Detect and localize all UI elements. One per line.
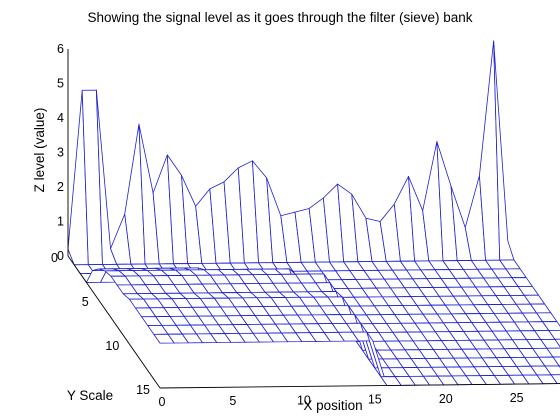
- x-tick-label: 5: [229, 394, 236, 408]
- y-axis-line: [67, 255, 161, 389]
- z-tick-label: 1: [57, 215, 64, 229]
- z-tick-label: 4: [57, 111, 64, 125]
- mesh-cell: [554, 338, 560, 348]
- y-axis-label: Y Scale: [67, 388, 113, 403]
- tick-labels: 012345605101505101520253035: [51, 42, 524, 409]
- y-tick-label: 15: [136, 383, 150, 397]
- mesh-cell: [542, 321, 560, 331]
- y-tick-label: 5: [82, 295, 89, 309]
- mesh-surface: [67, 40, 560, 386]
- y-tick-label: 0: [51, 251, 58, 265]
- z-tick-label: 2: [57, 180, 64, 194]
- x-axis-line: [159, 383, 560, 389]
- x-tick-label: 20: [439, 392, 453, 406]
- axes: [67, 49, 560, 389]
- x-tick-label: 25: [510, 391, 524, 405]
- z-tick-label: 6: [57, 42, 64, 56]
- x-axis-label: X position: [303, 398, 362, 413]
- y-tick-label: 10: [105, 339, 119, 353]
- mesh-cell: [548, 329, 560, 340]
- x-tick-label: 15: [368, 393, 382, 407]
- mesh-cell: [550, 374, 560, 385]
- mesh-cell: [552, 356, 560, 367]
- mesh-cell: [546, 347, 560, 358]
- mesh-cell: [544, 365, 560, 376]
- x-tick-label: 10: [297, 393, 311, 407]
- z-tick-label: 5: [57, 77, 64, 91]
- x-tick-label: 0: [159, 395, 166, 409]
- mesh-cell: [540, 338, 560, 349]
- chart-title: Showing the signal level as it goes thro…: [88, 10, 473, 25]
- z-tick-label: 0: [57, 249, 64, 263]
- z-axis-label: Z level (value): [32, 108, 47, 193]
- z-tick-label: 3: [57, 146, 64, 160]
